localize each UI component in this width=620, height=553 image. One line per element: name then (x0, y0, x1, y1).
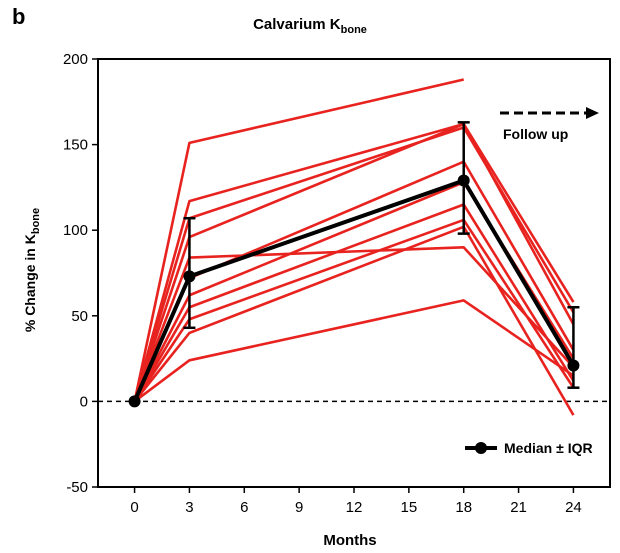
y-tick-label: 50 (71, 308, 88, 325)
y-tick-label: -50 (66, 479, 88, 496)
median-point (183, 270, 196, 283)
legend-median-label: Median ± IQR (504, 440, 593, 456)
series-line (133, 299, 575, 403)
legend-median-marker (475, 442, 487, 454)
y-axis-label: % Change in Kbone (22, 207, 42, 333)
median-point (457, 174, 470, 187)
chart-title: Calvarium Kbone (253, 16, 367, 36)
series-line (133, 246, 575, 402)
follow-up-arrow-head (586, 107, 599, 119)
median-point (128, 395, 141, 408)
series-line (133, 126, 575, 402)
y-tick-label: 100 (63, 222, 88, 239)
x-tick-label: 21 (510, 499, 527, 516)
plot-frame (97, 58, 611, 488)
panel-letter: b (12, 4, 26, 29)
y-tick-label: 150 (63, 137, 88, 154)
series-line (133, 122, 575, 402)
series-line (133, 203, 575, 403)
x-tick-label: 0 (130, 499, 138, 516)
x-tick-label: 12 (346, 499, 363, 516)
series-line (133, 225, 575, 416)
x-tick-label: 3 (185, 499, 193, 516)
series-line (133, 218, 575, 403)
series-line (133, 122, 575, 402)
x-tick-label: 24 (565, 499, 582, 516)
series-line (133, 78, 465, 402)
y-tick-label: 200 (63, 51, 88, 68)
x-tick-label: 6 (240, 499, 248, 516)
x-tick-label: 18 (455, 499, 472, 516)
median-point (567, 359, 580, 372)
x-tick-label: 9 (295, 499, 303, 516)
y-tick-label: 0 (80, 393, 88, 410)
x-tick-label: 15 (401, 499, 418, 516)
median-line (132, 178, 576, 403)
follow-up-label: Follow up (503, 126, 569, 142)
x-axis-label: Months (323, 532, 377, 549)
